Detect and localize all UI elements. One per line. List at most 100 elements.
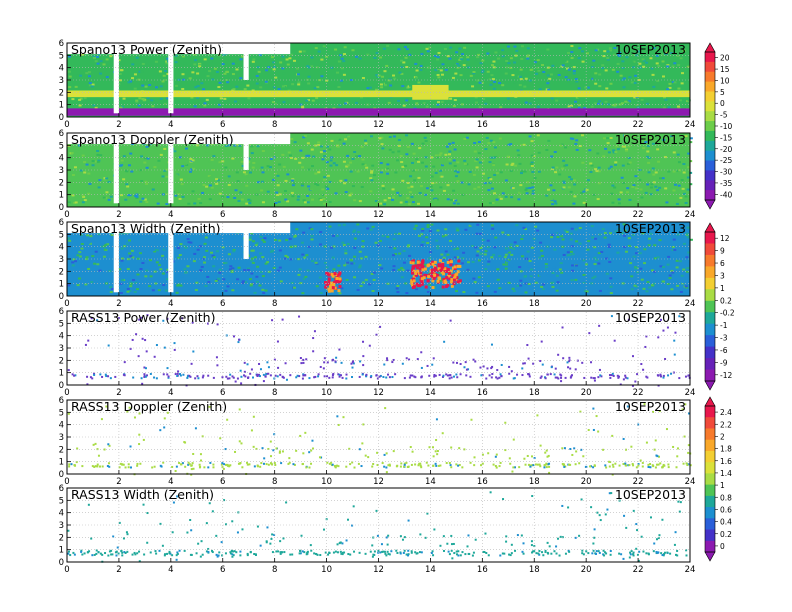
x-tick-label: 6 — [220, 210, 225, 220]
colorbar-swatch — [705, 277, 715, 290]
y-tick-label: 5 — [59, 408, 64, 418]
x-tick-label: 20 — [581, 477, 592, 487]
y-tick-label: 2 — [59, 178, 64, 188]
colorbar-label: -6 — [720, 346, 728, 355]
y-tick-label: 5 — [59, 141, 64, 151]
y-tick-label: 0 — [59, 203, 64, 213]
x-tick-label: 18 — [529, 120, 540, 130]
panel-date: 10SEP2013 — [615, 42, 686, 57]
colorbar-width: 12 9 6 3 1 0.2 -0.2 -1 -3 -6 -9 -12 — [704, 222, 735, 391]
x-tick-label: 14 — [425, 299, 436, 309]
x-tick-label: 24 — [685, 120, 696, 130]
colorbar-swatch — [705, 160, 715, 171]
y-tick-label: 0 — [59, 113, 64, 123]
grid — [67, 133, 690, 207]
colorbar-swatch — [705, 540, 715, 553]
x-tick-label: 20 — [581, 565, 592, 575]
colorbar-swatch — [705, 81, 715, 92]
x-tick-label: 2 — [116, 120, 121, 130]
colorbar-label: -12 — [720, 371, 732, 380]
colorbar-swatch — [705, 61, 715, 73]
x-tick-label: 6 — [220, 120, 225, 130]
y-tick-label: 6 — [59, 484, 64, 494]
colorbar-label: -10 — [720, 122, 732, 131]
grid — [67, 43, 690, 117]
missing-data — [67, 222, 291, 293]
colorbar-top-arrow — [704, 42, 716, 53]
colorbar-swatch — [705, 346, 715, 359]
y-tick-label: 2 — [59, 267, 64, 277]
y-tick-label: 1 — [59, 458, 64, 468]
rass-points — [67, 403, 692, 476]
x-tick-label: 20 — [581, 210, 592, 220]
x-tick-label: 10 — [321, 210, 332, 220]
x-tick-label: 16 — [477, 299, 488, 309]
colorbar-swatch — [705, 358, 715, 371]
y-tick-label: 5 — [59, 319, 64, 329]
x-tick-label: 16 — [477, 477, 488, 487]
colorbar-swatch — [705, 495, 715, 508]
x-tick-label: 0 — [64, 388, 69, 398]
x-tick-label: 8 — [272, 565, 277, 575]
colorbar-label: 5 — [720, 88, 725, 97]
y-tick-label: 6 — [59, 396, 64, 406]
colorbar-swatch — [705, 428, 715, 441]
y-tick-label: 2 — [59, 88, 64, 98]
x-tick-label: 4 — [168, 210, 173, 220]
colorbar-label: 1.8 — [720, 445, 732, 454]
colorbar-swatch — [705, 150, 715, 162]
y-tick-label: 2 — [59, 356, 64, 366]
panel-5: RASS13 Doppler (Zenith) 10SEP201301234560… — [59, 396, 696, 487]
x-tick-label: 16 — [477, 120, 488, 130]
grid — [67, 488, 690, 562]
panel-date: 10SEP2013 — [615, 310, 686, 325]
colorbar-label: 0.8 — [720, 493, 732, 502]
colorbar-label: 1.4 — [720, 469, 732, 478]
y-tick-label: 0 — [59, 292, 64, 302]
x-tick-label: 12 — [373, 477, 384, 487]
x-tick-label: 2 — [116, 477, 121, 487]
x-tick-label: 14 — [425, 120, 436, 130]
colorbar-label: 1 — [720, 481, 725, 490]
colorbar-swatch — [705, 52, 715, 63]
colorbar-label: -35 — [720, 179, 732, 188]
x-tick-label: 10 — [321, 565, 332, 575]
colorbar-label: 20 — [720, 54, 730, 63]
colorbar-swatch — [705, 266, 715, 279]
colorbar-bottom-arrow — [704, 380, 716, 391]
missing-data — [67, 133, 291, 204]
colorbar-top-arrow — [704, 222, 716, 233]
x-tick-label: 12 — [373, 120, 384, 130]
colorbar-swatch — [705, 243, 715, 256]
x-tick-label: 10 — [321, 120, 332, 130]
x-tick-label: 24 — [685, 565, 696, 575]
colorbar-swatch — [705, 406, 715, 418]
panel-title: Spano13 Width (Zenith) — [71, 221, 221, 236]
x-tick-label: 6 — [220, 388, 225, 398]
x-tick-label: 0 — [64, 210, 69, 220]
x-tick-label: 8 — [272, 210, 277, 220]
x-tick-label: 2 — [116, 565, 121, 575]
colorbar-label: 12 — [720, 234, 730, 243]
y-tick-label: 3 — [59, 255, 64, 265]
y-tick-label: 1 — [59, 546, 64, 556]
missing-data — [67, 43, 291, 114]
x-tick-label: 20 — [581, 388, 592, 398]
colorbar-swatch — [705, 473, 715, 486]
x-tick-label: 0 — [64, 565, 69, 575]
colorbar-label: 15 — [720, 65, 730, 74]
x-tick-label: 18 — [529, 477, 540, 487]
y-tick-label: 5 — [59, 51, 64, 61]
y-tick-label: 4 — [59, 64, 64, 74]
hot-cells — [324, 259, 462, 293]
x-tick-label: 10 — [321, 388, 332, 398]
y-tick-label: 4 — [59, 243, 64, 253]
colorbar-frame — [704, 405, 716, 553]
x-tick-label: 16 — [477, 210, 488, 220]
colorbar-swatch — [705, 300, 715, 313]
panel-date: 10SEP2013 — [615, 132, 686, 147]
y-tick-label: 0 — [59, 381, 64, 391]
x-tick-label: 18 — [529, 388, 540, 398]
